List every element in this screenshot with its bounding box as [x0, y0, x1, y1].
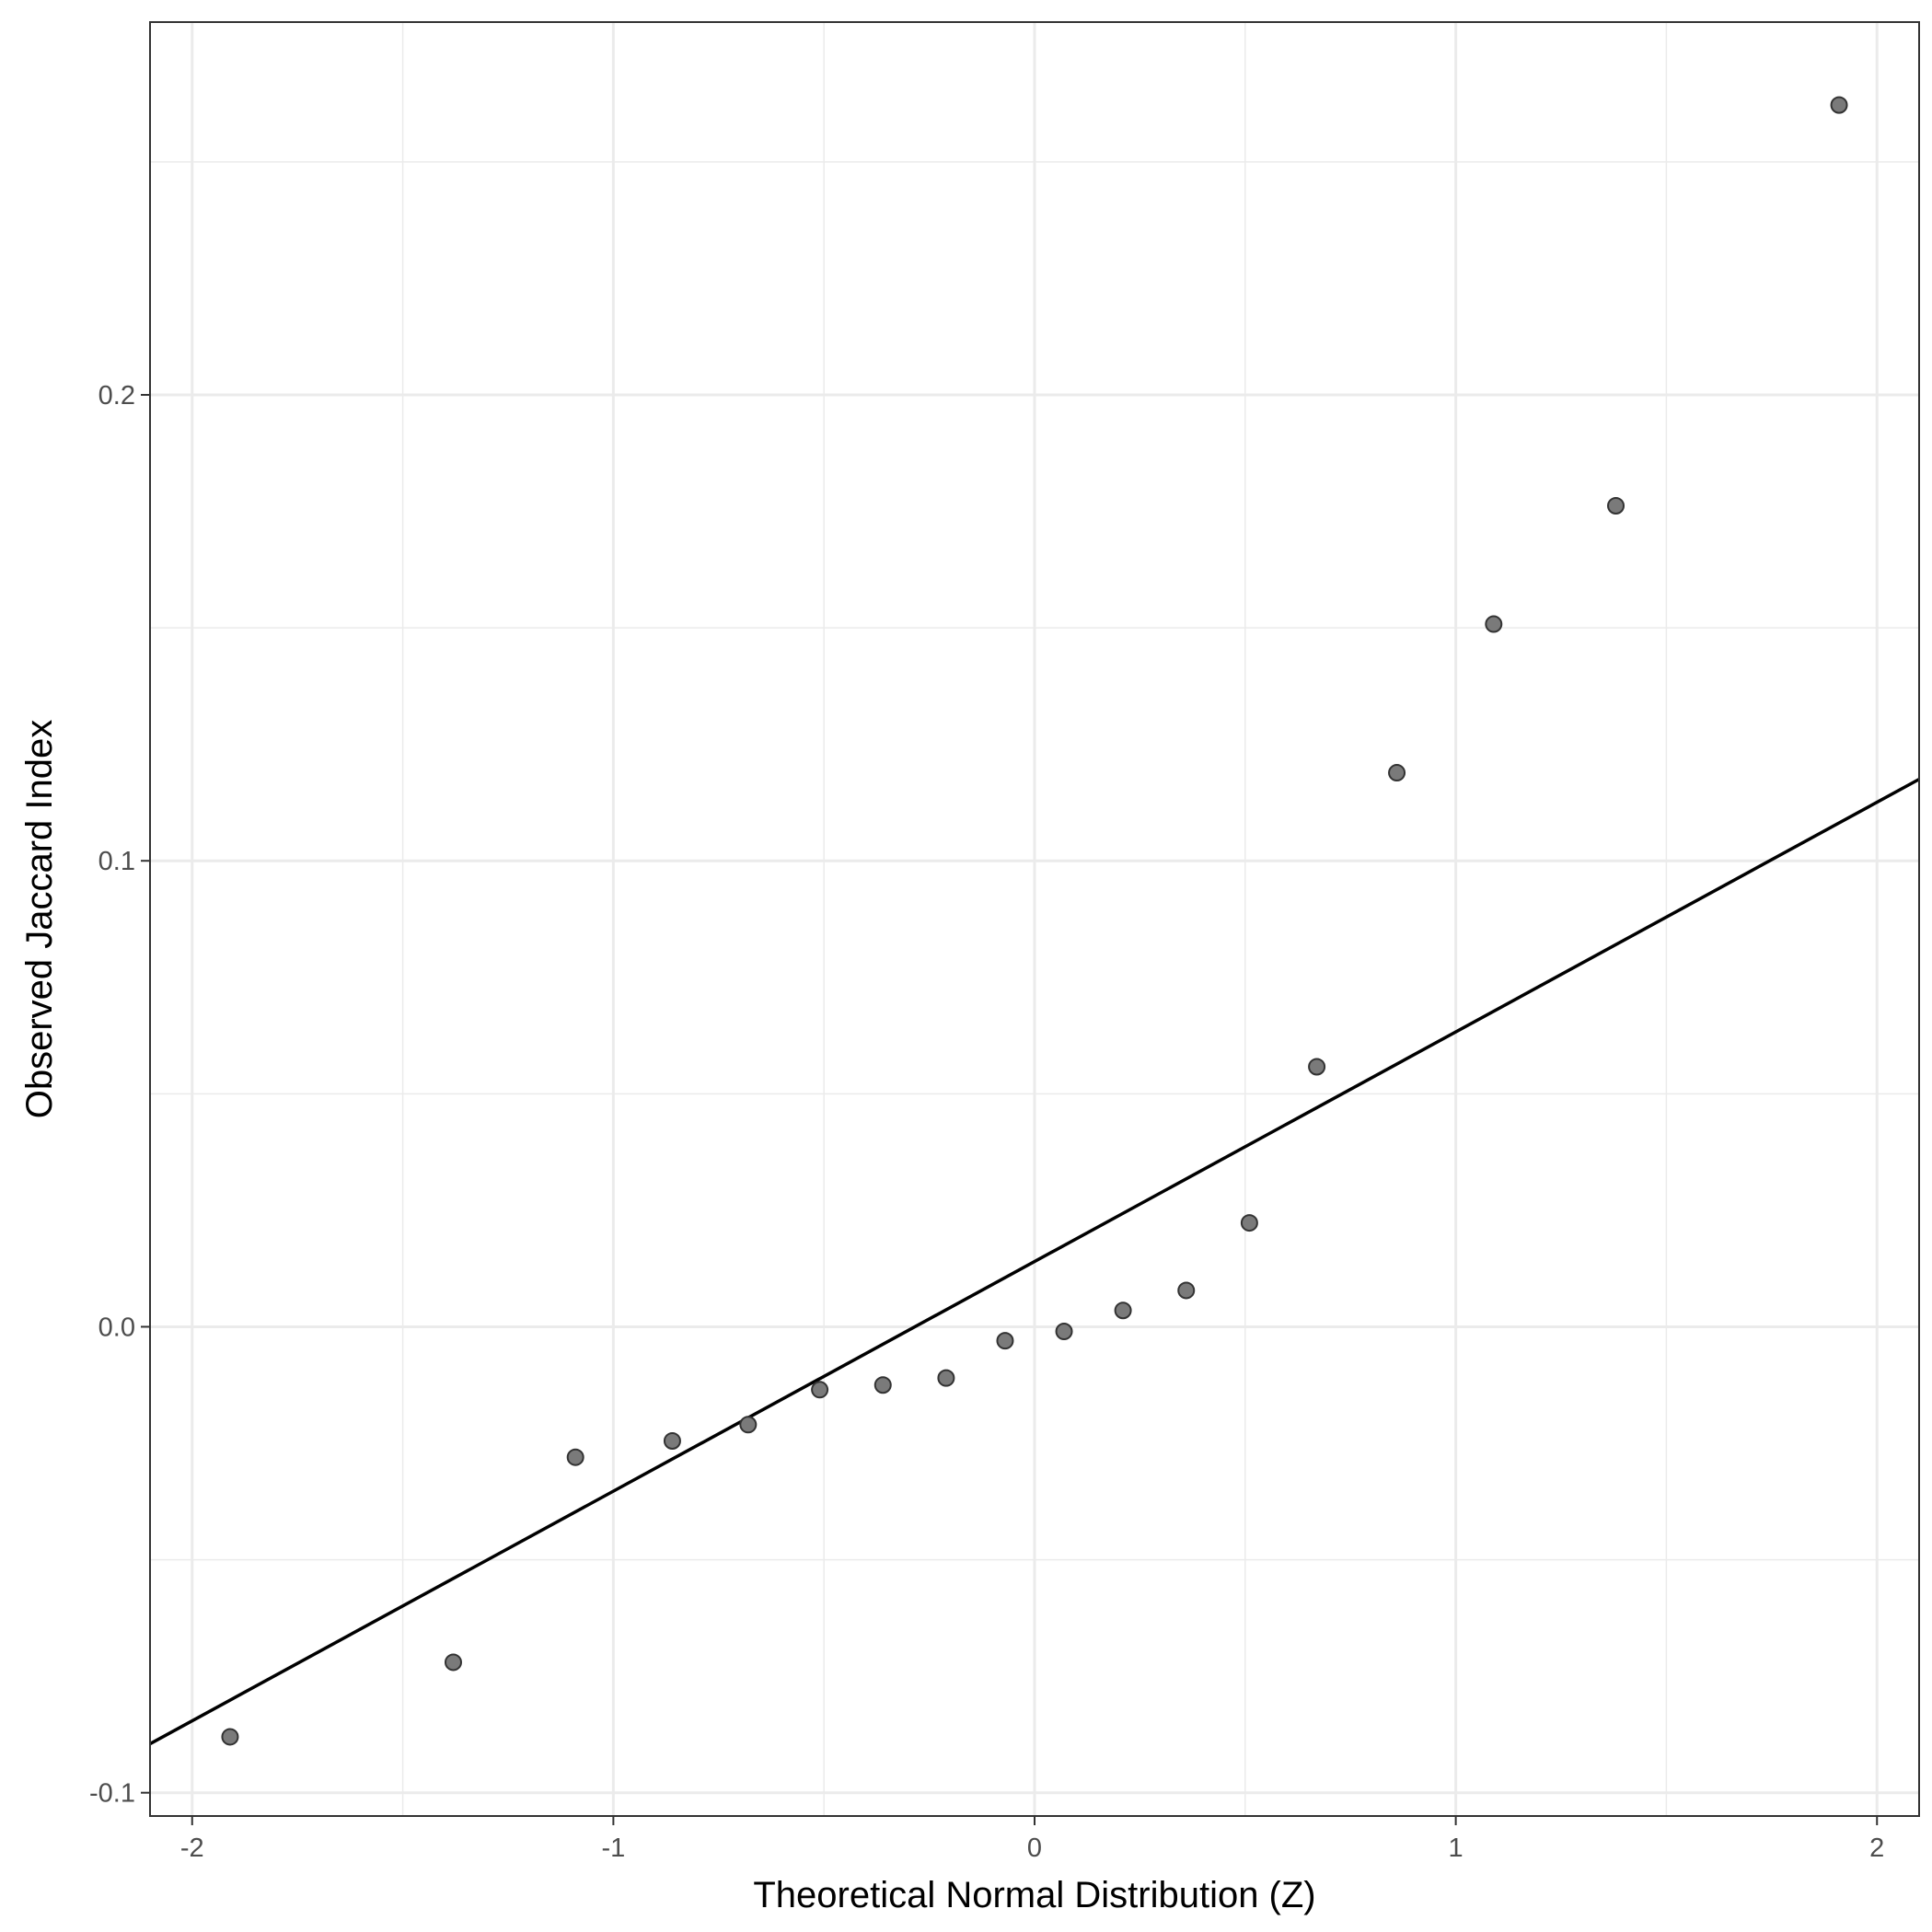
x-tick-label: 1 — [1449, 1834, 1463, 1863]
y-tick-label: 0.0 — [98, 1313, 135, 1342]
y-tick-label: 0.1 — [98, 847, 135, 876]
data-point — [1177, 1281, 1196, 1300]
data-point — [1055, 1323, 1073, 1341]
data-point — [444, 1653, 462, 1672]
data-point — [1388, 764, 1406, 782]
data-point — [221, 1728, 239, 1746]
x-tick-label: 0 — [1027, 1834, 1042, 1863]
data-point — [811, 1381, 829, 1399]
y-axis-title: Observed Jaccard Index — [19, 720, 60, 1119]
major-gridlines — [150, 22, 1919, 1816]
data-point — [996, 1332, 1014, 1350]
data-point — [937, 1369, 955, 1387]
x-tick-label: -1 — [601, 1834, 625, 1863]
x-axis-title: Theoretical Normal Distribution (Z) — [753, 1875, 1315, 1915]
data-point — [1607, 496, 1625, 515]
data-point — [566, 1448, 584, 1466]
data-points — [221, 96, 1848, 1746]
y-tick-label: 0.2 — [98, 381, 135, 411]
y-axis: -0.1 0.0 0.1 0.2 — [89, 381, 150, 1809]
x-axis: -2 -1 0 1 2 — [180, 1816, 1884, 1863]
data-point — [1485, 615, 1503, 633]
data-point — [1240, 1214, 1258, 1232]
x-tick-label: -2 — [180, 1834, 204, 1863]
data-point — [1308, 1058, 1326, 1076]
x-tick-label: 2 — [1869, 1834, 1884, 1863]
data-point — [873, 1376, 892, 1394]
data-point — [1830, 96, 1848, 114]
reference-line — [149, 778, 1920, 1746]
data-point — [739, 1416, 758, 1434]
y-tick-label: -0.1 — [89, 1779, 135, 1809]
data-point — [663, 1431, 681, 1450]
data-point — [1114, 1301, 1132, 1320]
